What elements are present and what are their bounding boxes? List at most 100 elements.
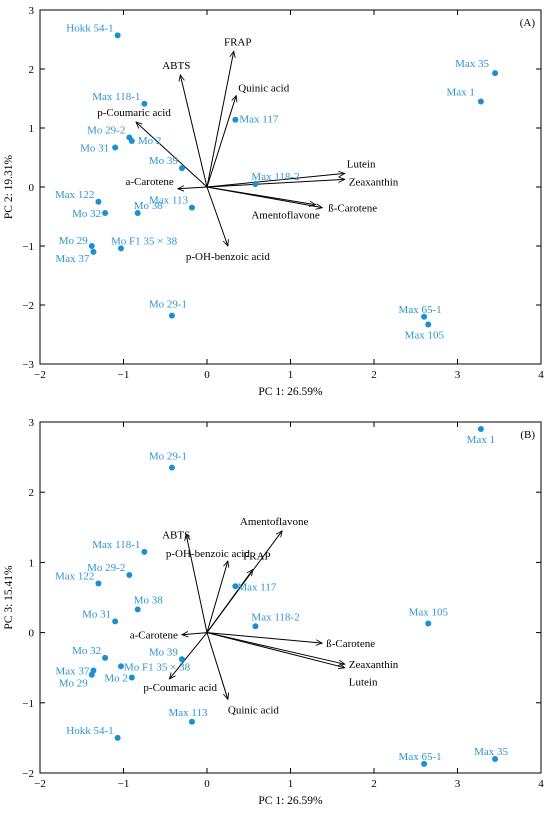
point-label-max-117: Max 117: [237, 581, 277, 593]
point-label-max-113: Max 113: [168, 707, 208, 719]
loading-arrow-p-coumaric-acid: [136, 122, 208, 188]
loading-arrow-lutein: [206, 173, 345, 188]
point-label-max-122: Max 122: [55, 189, 94, 201]
data-point-max-118-2: [252, 623, 259, 630]
point-label-max-65-1: Max 65-1: [399, 304, 442, 316]
loading-label-lutein: Lutein: [349, 677, 378, 689]
data-point-max-122: [95, 580, 102, 587]
data-point-max-118-1: [141, 548, 148, 555]
point-label-mo-29-2: Mo 29-2: [87, 124, 125, 136]
x-tick-label: 1: [288, 369, 294, 381]
point-label-mo-2: Mo 2: [104, 673, 128, 685]
x-tick-label: −1: [118, 778, 130, 790]
point-label-max-117: Max 117: [239, 114, 279, 126]
point-label-max-105: Max 105: [409, 606, 449, 618]
loading-label-frap: FRAP: [224, 36, 252, 48]
loading-label-abts: ABTS: [162, 60, 190, 72]
data-point-max-113: [188, 204, 195, 211]
point-label-max-118-2: Max 118-2: [251, 611, 299, 623]
data-point-max-65-1: [421, 313, 428, 320]
data-point-mo-2: [128, 137, 135, 144]
data-point-max-1: [477, 426, 484, 433]
y-tick-label: 0: [29, 628, 35, 640]
data-point-mo-32: [102, 209, 109, 216]
data-point-max-105: [425, 321, 432, 328]
point-label-max-1: Max 1: [467, 434, 495, 446]
x-axis-title: PC 1: 26.59%: [258, 795, 323, 807]
loading-arrow-frap: [206, 569, 253, 633]
x-tick-label: 0: [204, 778, 210, 790]
loading-label-amentoflavone: Amentoflavone: [251, 210, 320, 222]
loading-label-beta-carotene: ß-Carotene: [326, 638, 375, 650]
loading-label-a-carotene: a-Carotene: [126, 176, 174, 188]
loading-arrow-abts: [180, 75, 208, 188]
x-tick-label: 3: [455, 369, 461, 381]
loading-arrow-a-carotene: [182, 633, 208, 635]
data-point-max-105: [425, 620, 432, 627]
loading-label-quinic-acid: Quinic acid: [238, 83, 290, 95]
loading-arrow-lutein: [206, 632, 345, 668]
x-tick-label: −1: [118, 369, 130, 381]
point-label-max-65-1: Max 65-1: [399, 751, 442, 763]
point-label-max-118-1: Max 118-1: [92, 539, 140, 551]
loading-arrow-p-oh-benzoic-acid: [206, 561, 228, 633]
point-label-max-37: Max 37: [56, 253, 90, 265]
x-tick-label: 2: [371, 778, 377, 790]
x-tick-label: 3: [455, 778, 461, 790]
point-label-max-35: Max 35: [474, 746, 508, 758]
data-point-mo-39: [178, 165, 185, 172]
data-point-mo-29-2: [126, 572, 133, 579]
data-point-max-118-1: [141, 100, 148, 107]
point-label-mo-f1-35-x-38: Mo F1 35 × 38: [111, 235, 178, 247]
y-tick-label: 2: [29, 487, 35, 499]
panel-label: (B): [520, 429, 535, 441]
y-tick-label: 0: [29, 182, 35, 194]
point-label-max-35: Max 35: [455, 58, 489, 70]
biplot-panel-b: −2 −1 0 1 2 3 4 −2 −1 0 1 2 3 PC 1: 26.59% PC 3: 15.41…: [3, 417, 544, 807]
y-tick-label: 1: [29, 557, 35, 569]
point-label-mo-39: Mo 39: [149, 155, 179, 167]
point-label-mo-38: Mo 38: [134, 200, 164, 212]
loading-arrow-zeaxanthin: [206, 632, 345, 665]
y-tick-label: −3: [22, 359, 34, 371]
y-tick-label: −2: [22, 300, 34, 312]
data-point-mo-38: [134, 606, 141, 613]
data-point-max-35: [492, 70, 499, 77]
loading-arrow-quinic-acid: [206, 632, 228, 700]
x-tick-label: −2: [34, 778, 46, 790]
data-point-max-35: [492, 755, 499, 762]
point-label-max-122: Max 122: [55, 570, 94, 582]
data-point-mo-31: [112, 618, 119, 625]
point-label-mo-2: Mo 2: [138, 135, 162, 147]
data-point-mo-32: [102, 654, 109, 661]
point-label-max-113: Max 113: [149, 195, 189, 207]
loading-arrow-frap: [206, 51, 234, 188]
data-point-max-117: [232, 583, 239, 590]
loading-label-quinic-acid: Quinic acid: [228, 704, 280, 716]
panel-label: (A): [520, 17, 536, 29]
loading-label-beta-carotene: ß-Carotene: [328, 203, 377, 215]
data-point-max-37: [90, 248, 97, 255]
point-label-mo-29-1: Mo 29-1: [149, 299, 187, 311]
y-axis-title: PC 2: 19.31%: [3, 154, 15, 219]
point-label-mo-31: Mo 31: [80, 142, 109, 154]
point-label-max-118-2: Max 118-2: [251, 171, 299, 183]
data-point-max-118-2: [252, 181, 259, 188]
x-tick-label: 4: [538, 778, 544, 790]
data-point-mo-31: [112, 144, 119, 151]
loading-label-p-coumaric-acid: p-Coumaric acid: [143, 682, 217, 694]
x-tick-label: 2: [371, 369, 377, 381]
point-label-mo-38: Mo 38: [134, 594, 164, 606]
point-label-mo-29: Mo 29: [59, 235, 89, 247]
x-tick-label: 1: [288, 778, 294, 790]
point-label-mo-32: Mo 32: [72, 645, 101, 657]
loading-label-lutein: Lutein: [347, 158, 376, 170]
data-point-mo-f1-35-x-38: [117, 663, 124, 670]
data-point-mo-29: [88, 671, 95, 678]
x-tick-label: 4: [538, 369, 544, 381]
x-tick-label: −2: [34, 369, 46, 381]
y-tick-label: 3: [29, 417, 35, 429]
loading-label-p-oh-benzoic-acid: p-OH-benzoic acid: [166, 548, 250, 560]
